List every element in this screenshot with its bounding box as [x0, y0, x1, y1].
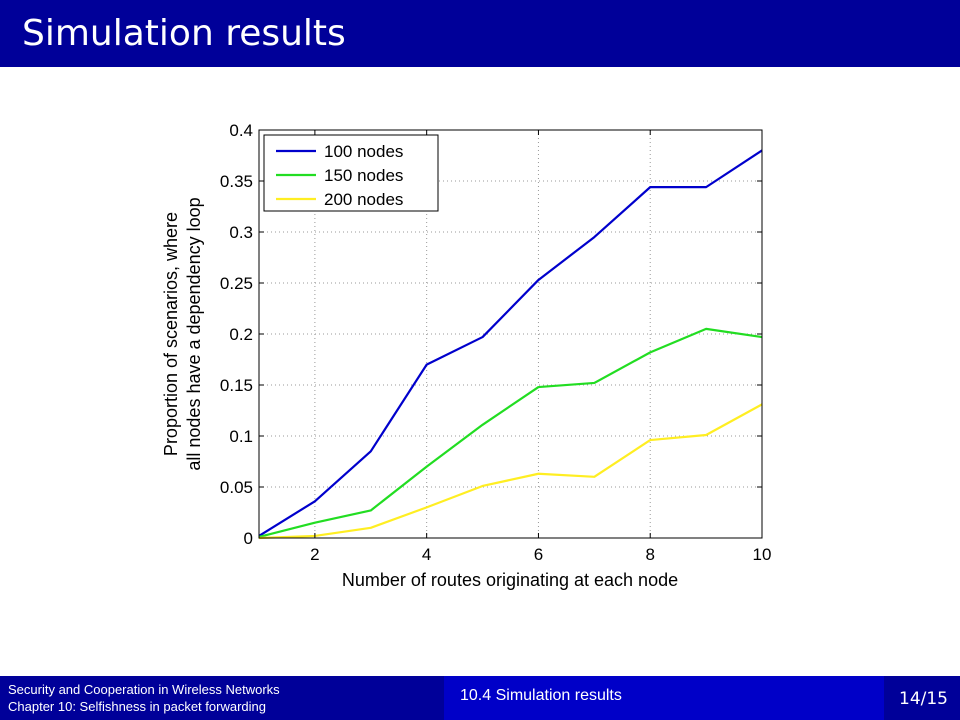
line-chart: 2 4 6 8 10 0 0.05 0.1 0.15 0.2 0.25 0.3 0.35 0.4 Num…: [150, 110, 800, 600]
y-tick-label: 0.3: [229, 223, 253, 242]
x-tick-label: 2: [310, 545, 319, 564]
y-tick-label: 0: [244, 529, 253, 548]
x-tick-label: 6: [534, 545, 543, 564]
x-axis-label: Number of routes originating at each nod…: [342, 570, 678, 590]
y-axis-label-line1: Proportion of scenarios, where: [161, 212, 181, 456]
series-lines: [258, 149, 763, 540]
y-axis-label-line2: all nodes have a dependency loop: [184, 197, 204, 470]
y-tick-labels: 0 0.05 0.1 0.15 0.2 0.25 0.3 0.35 0.4: [220, 121, 762, 548]
legend-label: 150 nodes: [324, 166, 403, 185]
footer-section: 10.4 Simulation results: [444, 676, 884, 720]
footer: Security and Cooperation in Wireless Net…: [0, 676, 960, 720]
footer-course-info: Security and Cooperation in Wireless Net…: [0, 676, 444, 720]
slide-title: Simulation results: [22, 13, 346, 54]
y-tick-label: 0.4: [229, 121, 253, 140]
y-tick-label: 0.25: [220, 274, 253, 293]
footer-section-label: 10.4 Simulation results: [460, 687, 622, 704]
legend-label: 200 nodes: [324, 190, 403, 209]
y-tick-label: 0.05: [220, 478, 253, 497]
x-tick-label: 8: [645, 545, 654, 564]
y-tick-label: 0.2: [229, 325, 253, 344]
y-tick-label: 0.1: [229, 427, 253, 446]
chart-svg: 2 4 6 8 10 0 0.05 0.1 0.15 0.2 0.25 0.3 0.35 0.4 Num…: [161, 121, 771, 590]
footer-book-title: Security and Cooperation in Wireless Net…: [8, 682, 280, 697]
series-line-100-nodes: [258, 149, 763, 537]
x-tick-label: 10: [753, 545, 772, 564]
footer-chapter: Chapter 10: Selfishness in packet forwar…: [8, 699, 266, 714]
x-tick-labels: 2 4 6 8 10: [310, 130, 771, 564]
page-number: 14/15: [899, 689, 948, 709]
y-tick-label: 0.15: [220, 376, 253, 395]
series-line-200-nodes: [258, 403, 763, 540]
title-bar: Simulation results: [0, 0, 960, 67]
y-tick-label: 0.35: [220, 172, 253, 191]
series-line-150-nodes: [258, 327, 763, 539]
x-tick-label: 4: [422, 545, 431, 564]
legend: 100 nodes 150 nodes 200 nodes: [263, 134, 439, 212]
footer-page: 14/15: [884, 676, 960, 720]
legend-label: 100 nodes: [324, 142, 403, 161]
